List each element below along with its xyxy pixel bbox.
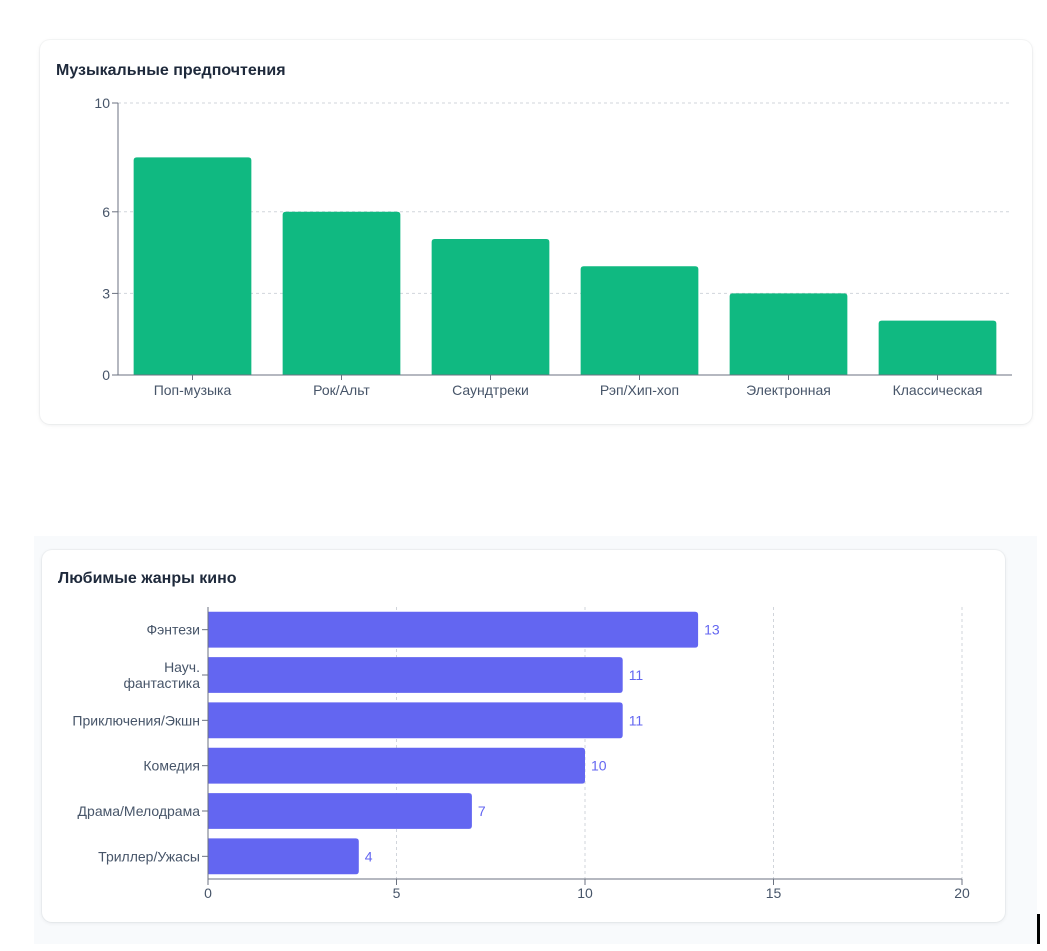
- x-tick-label: Классическая: [893, 382, 983, 398]
- bar-триллер-ужасы: [208, 838, 359, 875]
- bar-саундтреки: [431, 239, 550, 375]
- x-tick-label: 10: [577, 885, 593, 901]
- data-label: 10: [591, 758, 607, 774]
- y-tick-label: Триллер/Ужасы: [98, 848, 200, 864]
- x-tick-label: 20: [954, 885, 970, 901]
- bar-фэнтези: [208, 611, 699, 648]
- data-label: 11: [629, 712, 644, 728]
- bar-комедия: [208, 747, 585, 784]
- y-tick-label: Фэнтези: [147, 622, 201, 638]
- music-bar-chart: 0 3 6 10 Поп-музыка Рок/Альт Саундтреки Рэп/Хип…: [94, 95, 1012, 398]
- bar-драма-мелодрама: [208, 793, 472, 829]
- text-cursor: [1037, 914, 1040, 944]
- y-tick-label: Драма/Мелодрама: [78, 803, 201, 819]
- bar-классическая: [878, 320, 997, 375]
- y-tick-label-line: фантастика: [123, 675, 200, 691]
- y-tick-label: 6: [102, 204, 110, 220]
- x-tick-label: Рок/Альт: [313, 382, 370, 398]
- x-tick-label: 0: [204, 885, 212, 901]
- movies-bar-chart: 0 5 10 15 20 13 Фэнтези 11 Науч. фантастика 11 Прик…: [72, 607, 970, 901]
- y-tick-label: 0: [102, 367, 110, 383]
- music-chart-card: Музыкальные предпочтения 0 3 6 10 Поп-музыка…: [40, 40, 1032, 424]
- x-tick-label: Электронная: [746, 382, 831, 398]
- music-chart-title: Музыкальные предпочтения: [56, 62, 286, 79]
- bar-приключения-экшн: [208, 702, 623, 739]
- y-tick-label-line: Науч.: [164, 659, 200, 675]
- movies-chart-card: Любимые жанры кино 0 5 10 15 20 13 Фэнтези 11 На…: [42, 550, 1005, 922]
- bar-электронная: [729, 293, 848, 375]
- x-tick-label: Поп-музыка: [154, 382, 232, 398]
- data-label: 11: [629, 667, 644, 683]
- data-label: 13: [704, 622, 720, 638]
- y-tick-label: Науч. фантастика: [123, 659, 200, 691]
- x-tick-label: 15: [766, 885, 782, 901]
- y-tick-label: 3: [102, 285, 110, 301]
- y-tick-label: 10: [94, 95, 110, 111]
- bar-поп-музыка: [133, 157, 252, 375]
- bar-рэп-хип-хоп: [580, 266, 699, 375]
- y-tick-label: Комедия: [143, 758, 200, 774]
- data-label: 4: [365, 848, 373, 864]
- bar-науч-фантастика: [208, 657, 623, 693]
- x-tick-label: 5: [393, 885, 401, 901]
- x-tick-label: Саундтреки: [452, 382, 529, 398]
- movies-chart-title: Любимые жанры кино: [58, 570, 237, 587]
- bar-рок-альт: [282, 211, 401, 375]
- x-tick-label: Рэп/Хип-хоп: [600, 382, 679, 398]
- y-tick-label: Приключения/Экшн: [72, 712, 200, 728]
- data-label: 7: [478, 803, 486, 819]
